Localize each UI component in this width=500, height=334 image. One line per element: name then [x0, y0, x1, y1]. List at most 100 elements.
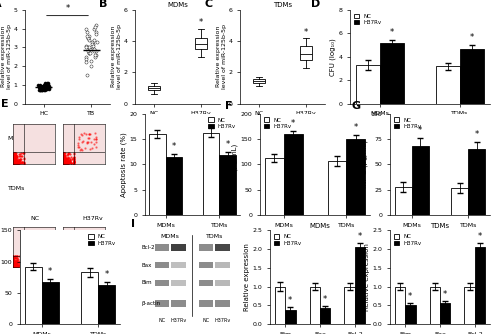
Point [10, 154, 18, 159]
Point [10, 262, 18, 267]
Point [60, 263, 68, 268]
Point [60, 157, 68, 163]
Point [10, 264, 18, 270]
Point [75, 136, 83, 142]
Point [45, 86, 53, 91]
Point [60, 263, 68, 268]
Point [60, 160, 68, 166]
Point [9, 262, 17, 268]
Point [59, 159, 67, 164]
Point [10, 154, 18, 160]
Point [59, 160, 67, 165]
Point [62, 264, 70, 269]
Point [62, 264, 70, 270]
Point [60, 154, 68, 159]
Point [9, 157, 17, 163]
Point [14, 160, 22, 166]
Point [10, 259, 18, 265]
Point [8, 254, 16, 259]
Point [20, 259, 28, 264]
Point [60, 264, 68, 269]
Point [8, 261, 16, 267]
Point [68, 255, 76, 261]
Point [12, 160, 20, 166]
Point [92, 232, 100, 238]
Point [62, 160, 70, 166]
Point [60, 264, 68, 269]
Bar [380, 43, 404, 104]
Y-axis label: Apoptosis rate (%): Apoptosis rate (%) [120, 132, 126, 197]
Point [13, 157, 21, 162]
Point [82, 240, 90, 246]
Point [42, 82, 50, 88]
Point [60, 265, 68, 270]
Text: B: B [100, 0, 108, 9]
Point [16, 154, 24, 159]
Point [63, 161, 71, 166]
Point [10, 155, 18, 160]
Point [66, 160, 74, 165]
Point [63, 263, 71, 268]
Point [85, 50, 93, 56]
Point [11, 264, 19, 269]
Point [60, 158, 68, 163]
Point [42, 86, 50, 91]
Point [9, 255, 17, 260]
Point [92, 136, 100, 142]
Point [20, 150, 28, 156]
Point [82, 251, 90, 256]
Point [8, 158, 16, 164]
Point [65, 259, 73, 264]
PathPatch shape [253, 78, 265, 83]
Point [11, 254, 19, 259]
Bar [464, 287, 475, 324]
Point [62, 265, 70, 270]
Point [62, 156, 70, 161]
Point [59, 159, 67, 164]
Point [11, 258, 19, 264]
Point [92, 135, 100, 140]
Point [18, 261, 26, 266]
Point [14, 161, 22, 166]
Point [10, 256, 18, 261]
Point [10, 157, 18, 163]
Point [8, 153, 16, 158]
Point [18, 159, 26, 164]
Point [80, 242, 88, 248]
Point [70, 261, 78, 266]
Point [12, 260, 20, 265]
Point [10, 254, 18, 259]
Point [60, 264, 68, 270]
Point [62, 159, 70, 165]
Point [12, 264, 20, 269]
Point [82, 45, 90, 50]
Point [59, 257, 67, 262]
Point [10, 263, 18, 268]
Text: *: * [291, 119, 295, 128]
Bar [216, 262, 230, 268]
Point [58, 264, 66, 269]
Point [60, 161, 68, 166]
Legend: NC, H37Rv: NC, H37Rv [393, 233, 423, 247]
Point [64, 257, 72, 262]
Point [64, 161, 72, 166]
Point [9, 159, 17, 165]
Point [64, 264, 72, 269]
Point [66, 263, 74, 268]
Point [14, 254, 22, 259]
Point [90, 142, 98, 147]
Point [10, 264, 18, 270]
Point [70, 264, 78, 270]
Point [62, 260, 70, 265]
Point [17, 160, 25, 166]
Point [59, 160, 67, 165]
Point [9, 158, 17, 163]
Point [59, 262, 67, 267]
Point [10, 258, 18, 263]
Point [13, 259, 21, 264]
Point [10, 264, 18, 269]
Point [64, 160, 72, 165]
Point [64, 261, 72, 267]
Point [38, 87, 46, 92]
Point [86, 47, 94, 52]
